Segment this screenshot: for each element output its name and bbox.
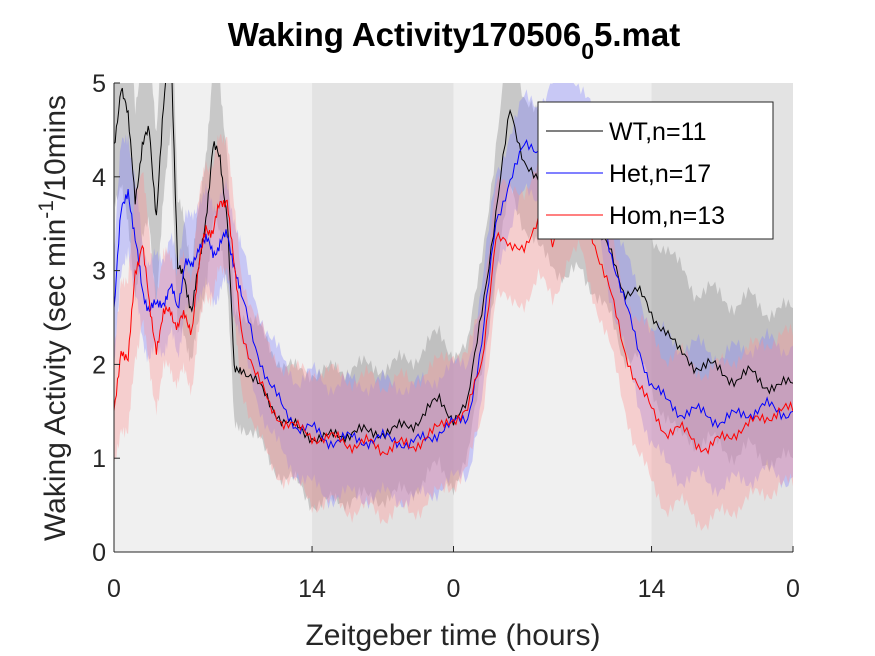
y-tick-label-3: 3: [92, 258, 106, 286]
y-axis-label: Waking Activity (sec min-1/10mins: [35, 95, 72, 541]
legend-box: [537, 101, 774, 240]
ylabel-end: /10mins: [39, 95, 72, 200]
legend-label-1: Het,n=17: [609, 160, 711, 188]
x-tick-label-1: 14: [298, 575, 326, 603]
x-tick-label-2: 0: [447, 575, 461, 603]
tick-labels: 0 1 2 3 4 5 0 14 0 14 0: [92, 70, 800, 603]
band-day-0: [114, 83, 313, 552]
y-tick-label-2: 2: [92, 351, 106, 379]
x-axis-label: Zeitgeber time (hours): [305, 619, 600, 652]
legend-label-0: WT,n=11: [609, 118, 707, 146]
ylabel-main: Waking Activity (sec min: [39, 219, 72, 541]
x-tick-label-3: 14: [638, 575, 666, 603]
series-lines: [114, 83, 793, 457]
title-end: 5.mat: [594, 16, 680, 53]
shade-het: [114, 83, 793, 510]
line-hom: [114, 186, 793, 457]
ylabel-superscript: -1: [35, 200, 58, 219]
chart-title: Waking Activity17050605.mat: [228, 16, 680, 64]
title-subscript: 0: [581, 38, 594, 64]
title-main: Waking Activity170506: [228, 16, 581, 53]
legend-label-2: Hom,n=13: [609, 202, 725, 230]
legend: WT,n=11 Het,n=17 Hom,n=13: [537, 101, 774, 240]
x-tick-label-4: 0: [786, 575, 800, 603]
line-het: [114, 104, 793, 451]
x-tick-label-0: 0: [107, 575, 121, 603]
y-tick-label-1: 1: [92, 445, 106, 473]
shade-wt: [114, 83, 793, 512]
tick-marks: [113, 82, 794, 553]
y-tick-label-4: 4: [92, 164, 106, 192]
y-tick-label-5: 5: [92, 70, 106, 98]
band-night-1: [312, 83, 454, 552]
y-tick-label-0: 0: [92, 539, 106, 567]
line-wt: [114, 83, 793, 444]
